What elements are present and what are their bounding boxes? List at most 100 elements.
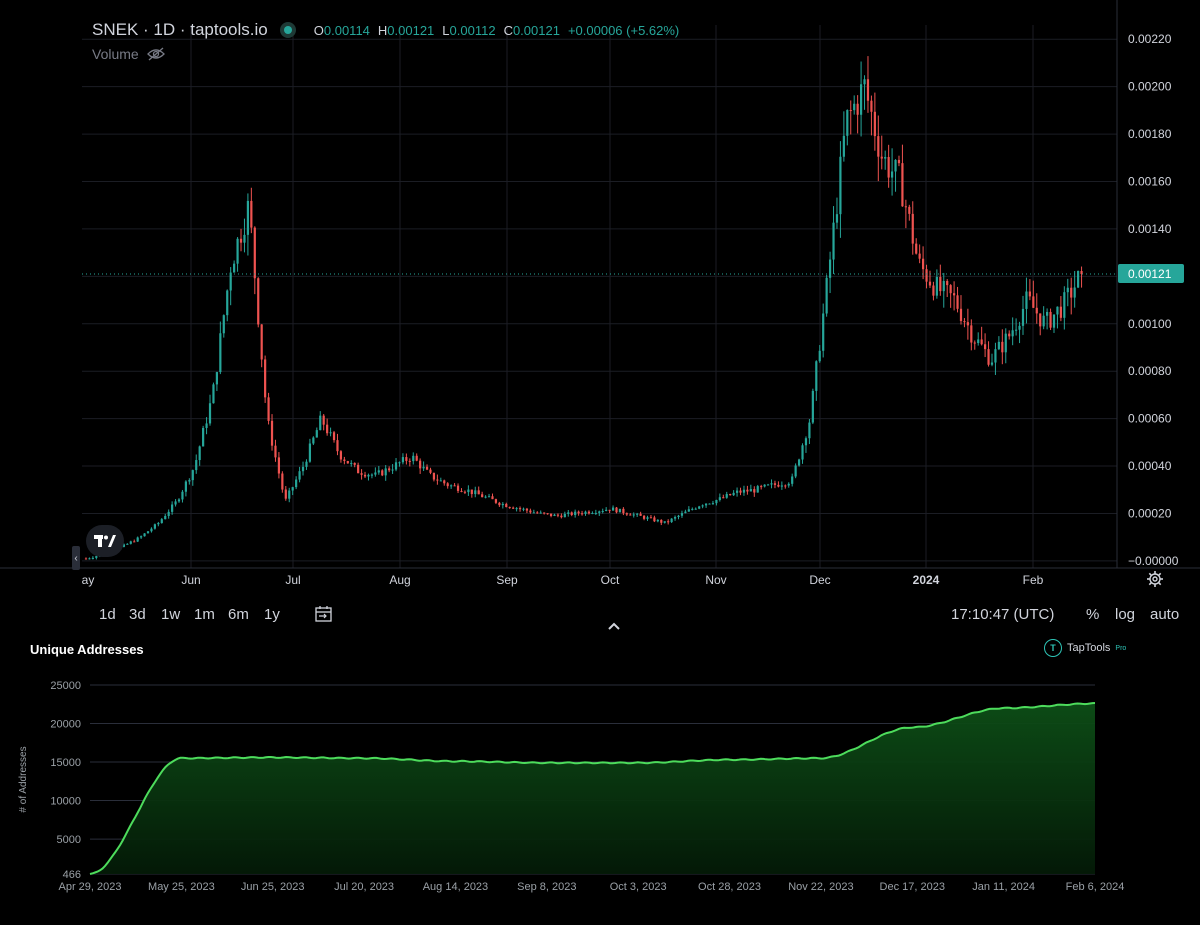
candle-body: [667, 521, 670, 523]
candle-body: [408, 460, 411, 462]
candle-body: [625, 513, 628, 515]
percent-scale-button[interactable]: %: [1086, 606, 1100, 623]
candle-body: [339, 451, 343, 460]
time-tick-label: Aug: [389, 573, 410, 587]
candle-body: [191, 470, 194, 481]
candle-body: [921, 258, 925, 270]
candle-body: [977, 339, 980, 344]
timeframe-1m[interactable]: 1m: [194, 606, 215, 623]
candle-body: [360, 473, 363, 475]
candle-body: [305, 461, 308, 467]
candle-body: [381, 470, 384, 476]
candle-body: [787, 483, 790, 486]
candle-body: [987, 349, 990, 365]
candle-body: [398, 462, 401, 464]
candle-body: [233, 263, 236, 273]
candle-body: [1070, 287, 1073, 298]
candle-body: [346, 461, 349, 464]
candle-body: [901, 163, 904, 207]
tradingview-logo-icon[interactable]: [86, 525, 124, 557]
timeframe-1d[interactable]: 1d: [99, 606, 116, 623]
candle-body: [370, 474, 374, 476]
candle-body: [126, 543, 129, 545]
candle-body: [828, 259, 832, 278]
candle-body: [580, 513, 584, 515]
candle-body: [484, 496, 487, 498]
candle-body: [1052, 314, 1056, 328]
candle-body: [319, 415, 322, 431]
candle-body: [384, 468, 387, 476]
candle-body: [332, 432, 336, 441]
candle-body: [636, 513, 639, 515]
candle-body: [226, 290, 229, 316]
candle-body: [749, 489, 752, 492]
area-x-tick-label: Aug 14, 2023: [423, 881, 488, 893]
candle-body: [815, 361, 818, 391]
candle-body: [1059, 306, 1062, 318]
candle-body: [522, 508, 525, 510]
settings-gear-icon[interactable]: [1146, 570, 1164, 588]
candle-body: [925, 269, 928, 282]
candle-body: [722, 497, 725, 499]
candle-body: [804, 438, 808, 446]
candle-body: [315, 430, 318, 438]
candle-body: [877, 136, 880, 157]
candle-body: [388, 468, 391, 471]
candle-body: [529, 510, 532, 513]
utc-clock[interactable]: 17:10:47 (UTC): [951, 606, 1055, 623]
candle-body: [543, 512, 546, 514]
candle-body: [853, 103, 856, 111]
candle-body: [1056, 306, 1059, 315]
candle-body: [195, 460, 198, 471]
candle-body: [629, 514, 632, 516]
candle-body: [512, 507, 515, 509]
area-x-tick-label: May 25, 2023: [148, 881, 215, 893]
collapse-handle-icon[interactable]: ‹: [72, 546, 80, 570]
candle-body: [1077, 270, 1080, 288]
candle-body: [295, 479, 298, 488]
timeframe-1w[interactable]: 1w: [161, 606, 181, 623]
candle-body: [532, 512, 535, 514]
timeframe-1y[interactable]: 1y: [264, 606, 280, 623]
candle-body: [181, 491, 184, 500]
candle-body: [718, 497, 721, 500]
candle-body: [784, 485, 787, 487]
symbol-title[interactable]: SNEK · 1D · taptools.io: [92, 20, 268, 39]
expand-up-icon[interactable]: [607, 621, 621, 631]
candle-body: [487, 496, 491, 498]
timeframe-3d[interactable]: 3d: [129, 606, 146, 623]
auto-scale-button[interactable]: auto: [1150, 606, 1180, 623]
timeframe-6m[interactable]: 6m: [228, 606, 249, 623]
candle-body: [773, 483, 777, 485]
candle-body: [250, 200, 253, 228]
candle-body: [639, 513, 642, 516]
price-tick-label: 0.00040: [1128, 459, 1172, 473]
candle-body: [770, 483, 773, 485]
candle-body: [460, 490, 463, 492]
candle-body: [870, 100, 873, 112]
candle-body: [570, 512, 573, 516]
market-status-icon: [283, 26, 292, 34]
candle-body: [890, 171, 894, 178]
candle-body: [291, 487, 294, 491]
low-value: 0.00112: [449, 22, 496, 38]
candle-body: [587, 511, 591, 514]
eye-hidden-icon[interactable]: [146, 47, 165, 61]
candle-body: [797, 459, 801, 466]
candle-body: [791, 476, 794, 484]
candle-body: [1049, 311, 1052, 328]
price-tick-label: 0.00200: [1128, 80, 1172, 94]
price-chart[interactable]: 0.00220 0.00200 0.00180 0.00160 0.00140 0.001…: [0, 0, 1200, 600]
date-range-icon[interactable]: [314, 605, 334, 623]
unique-addresses-chart[interactable]: 25000 20000 15000 10000 5000 466 Apr 29, 2023…: [0, 640, 1200, 925]
log-scale-button[interactable]: log: [1115, 606, 1136, 623]
price-tick-label: 0.00140: [1128, 222, 1172, 236]
candle-body: [698, 506, 701, 509]
candle-body: [436, 479, 439, 481]
last-price-tag[interactable]: [1118, 263, 1184, 283]
candle-body: [171, 504, 174, 512]
candle-body: [939, 276, 942, 292]
candle-body: [594, 512, 597, 514]
candle-body: [405, 457, 408, 461]
candle-body: [301, 466, 305, 472]
